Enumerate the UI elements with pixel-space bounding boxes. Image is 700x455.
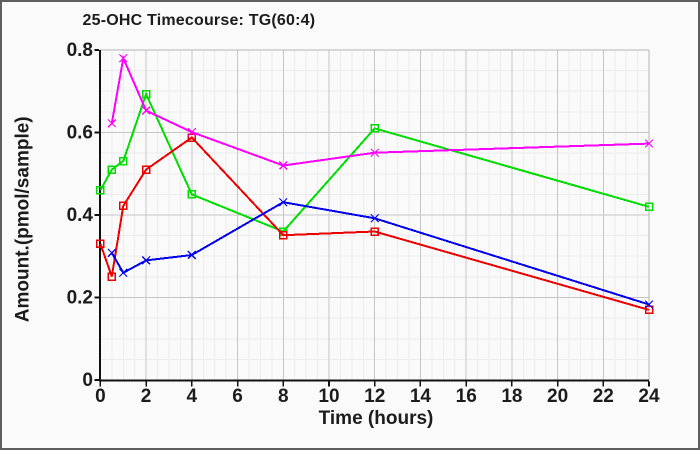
svg-text:Time (hours): Time (hours) (319, 408, 434, 429)
svg-text:0.2: 0.2 (67, 287, 93, 308)
svg-text:10: 10 (318, 386, 339, 407)
svg-text:25-OHC Timecourse: TG(60:4): 25-OHC Timecourse: TG(60:4) (83, 12, 316, 29)
svg-text:2: 2 (141, 386, 152, 407)
svg-text:0.6: 0.6 (67, 122, 93, 143)
svg-text:18: 18 (501, 386, 522, 407)
svg-text:0: 0 (82, 370, 93, 391)
svg-text:6: 6 (232, 386, 243, 407)
svg-text:0: 0 (95, 386, 106, 407)
svg-text:8: 8 (278, 386, 289, 407)
svg-text:12: 12 (364, 386, 385, 407)
svg-text:0.8: 0.8 (67, 40, 93, 61)
svg-text:4: 4 (187, 386, 198, 407)
svg-text:22: 22 (593, 386, 614, 407)
svg-text:14: 14 (410, 386, 432, 407)
svg-text:24: 24 (638, 386, 660, 407)
svg-text:16: 16 (456, 386, 477, 407)
svg-text:0.4: 0.4 (67, 205, 94, 226)
svg-text:Amount.(pmol/sample): Amount.(pmol/sample) (13, 116, 34, 322)
svg-text:20: 20 (547, 386, 568, 407)
